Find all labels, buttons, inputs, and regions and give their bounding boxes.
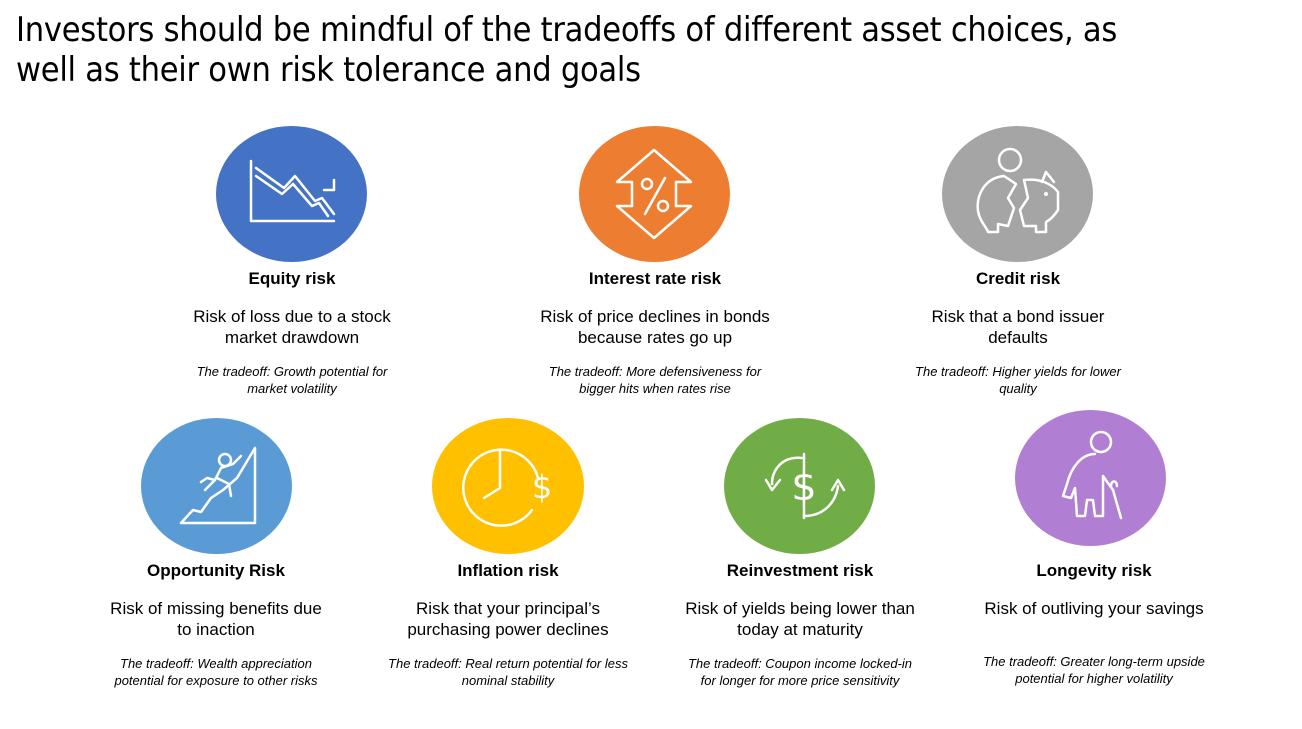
risk-tradeoff: The tradeoff: Growth potential for marke…: [196, 364, 388, 396]
risk-name: Credit risk: [975, 269, 1061, 288]
risk-tradeoff: The tradeoff: Wealth appreciation potent…: [114, 656, 318, 688]
risk-name: Reinvestment risk: [726, 561, 874, 580]
svg-text:$: $: [791, 464, 816, 510]
risk-description: Risk that your principal’s purchasing po…: [407, 599, 609, 639]
declining-chart-icon: [249, 159, 336, 223]
page-title: Investors should be mindful of the trade…: [16, 10, 1118, 90]
broken-piggy-bank-icon: [976, 147, 1060, 234]
risk-name: Opportunity Risk: [147, 561, 285, 580]
reinvestment-risk-circle: $: [724, 418, 875, 554]
risk-tradeoff: The tradeoff: More defensiveness for big…: [548, 364, 762, 396]
svg-text:$: $: [532, 468, 552, 506]
risk-card-opportunity: Opportunity Risk Risk of missing benefit…: [101, 418, 331, 698]
risk-description: Risk of loss due to a stock market drawd…: [193, 307, 391, 347]
opportunity-risk-circle: [141, 418, 292, 554]
risk-description: Risk of outliving your savings: [984, 599, 1204, 618]
risk-tradeoff: The tradeoff: Greater long-term upside p…: [983, 654, 1205, 686]
risk-description: Risk of price declines in bonds because …: [540, 307, 770, 347]
credit-risk-circle: [942, 126, 1093, 262]
elderly-person-icon: [1061, 430, 1123, 520]
risk-description: Risk of missing benefits due to inaction: [110, 599, 322, 639]
interest-rate-risk-circle: [579, 126, 730, 262]
inflation-risk-circle: $: [432, 418, 584, 554]
risk-card-longevity: Longevity risk Risk of outliving your sa…: [974, 410, 1214, 700]
risk-card-reinvestment: $ Reinvestment risk Risk of yields being…: [680, 418, 920, 698]
risk-name: Equity risk: [248, 269, 336, 288]
longevity-risk-circle: [1015, 410, 1166, 546]
risk-tradeoff: The tradeoff: Real return potential for …: [388, 656, 628, 688]
percent-arrows-icon: [615, 148, 693, 240]
risk-description: Risk that a bond issuer defaults: [931, 307, 1105, 347]
risk-card-interest-rate: Interest rate risk Risk of price decline…: [540, 126, 770, 406]
risk-tradeoff: The tradeoff: Coupon income locked-in fo…: [687, 656, 912, 688]
risk-card-inflation: $ Inflation risk Risk that your principa…: [388, 418, 628, 698]
risk-tradeoff: The tradeoff: Higher yields for lower qu…: [915, 364, 1121, 396]
risk-name: Inflation risk: [457, 561, 559, 580]
climber-icon: [179, 446, 257, 525]
dollar-cycle-icon: $: [764, 452, 846, 520]
risk-card-credit: Credit risk Risk that a bond issuer defa…: [903, 126, 1133, 406]
risk-name: Longevity risk: [1036, 561, 1152, 580]
risk-name: Interest rate risk: [588, 269, 722, 288]
risk-description: Risk of yields being lower than today at…: [685, 599, 915, 639]
equity-risk-circle: [216, 126, 367, 262]
risk-card-equity: Equity risk Risk of loss due to a stock …: [182, 126, 402, 406]
clock-dollar-icon: $: [462, 448, 552, 527]
